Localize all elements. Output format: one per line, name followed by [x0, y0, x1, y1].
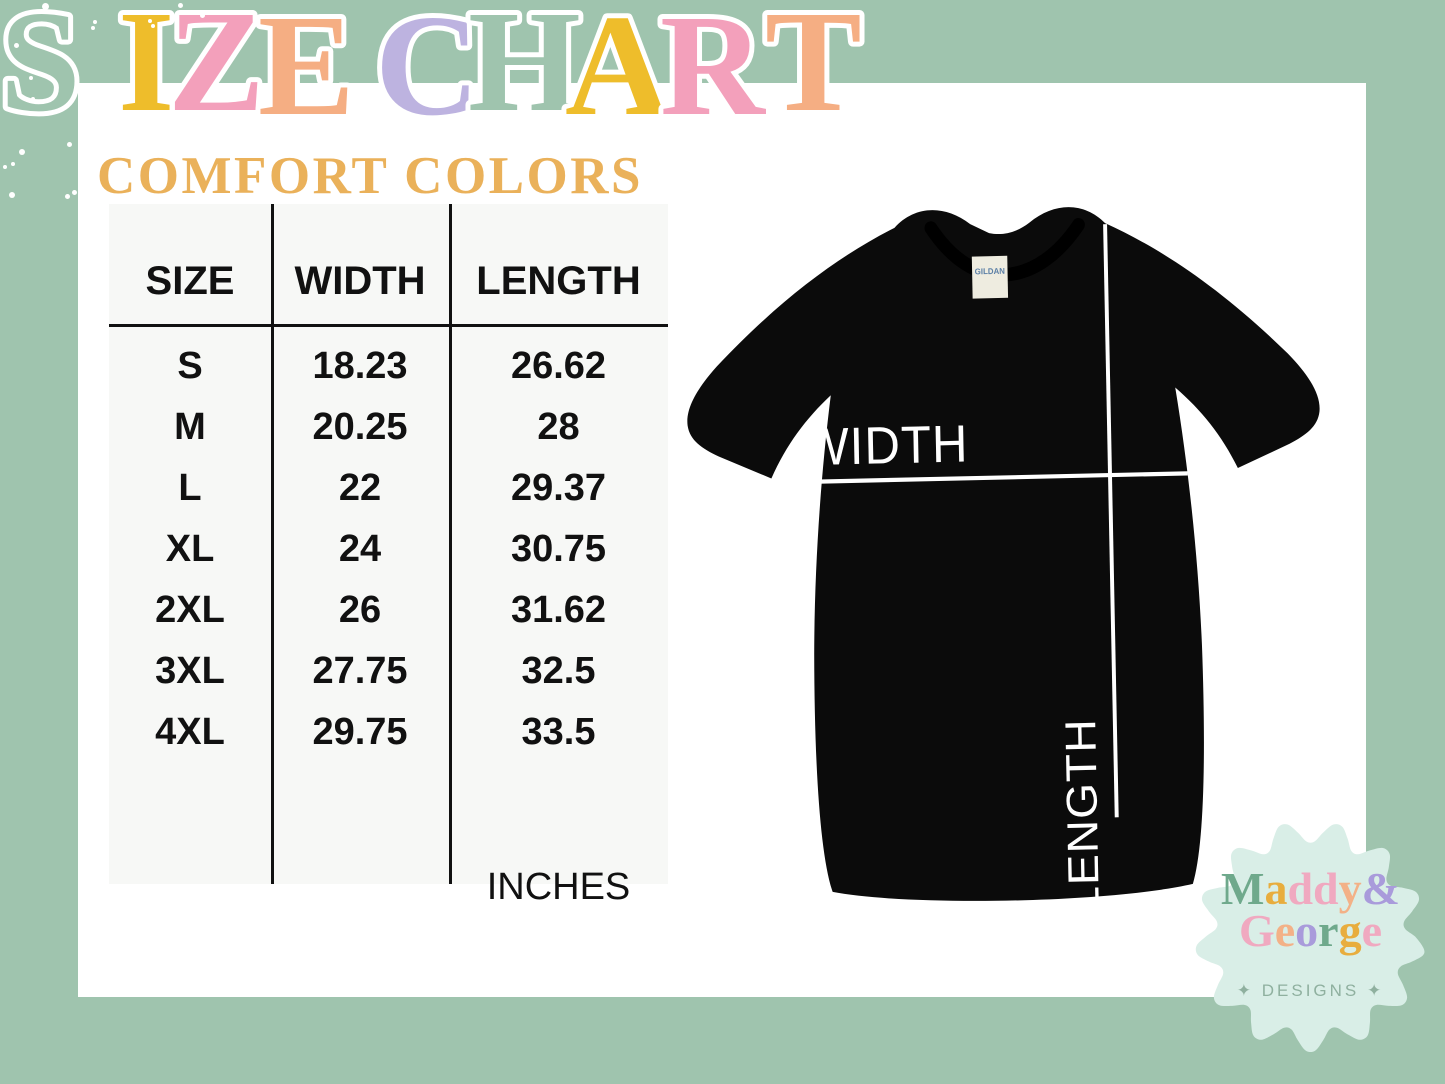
- svg-text:E: E: [258, 0, 355, 146]
- svg-text:Z: Z: [168, 0, 265, 142]
- svg-text:I: I: [118, 0, 174, 142]
- svg-text:H: H: [468, 0, 581, 142]
- svg-text:R: R: [660, 0, 766, 146]
- svg-text:A: A: [565, 0, 670, 146]
- svg-text:LENGTH: LENGTH: [1056, 718, 1108, 913]
- svg-text:C: C: [375, 0, 480, 146]
- svg-text:GILDAN: GILDAN: [975, 266, 1005, 276]
- svg-text:S: S: [0, 0, 81, 142]
- svg-text:WIDTH: WIDTH: [802, 414, 969, 477]
- svg-text:T: T: [765, 0, 862, 142]
